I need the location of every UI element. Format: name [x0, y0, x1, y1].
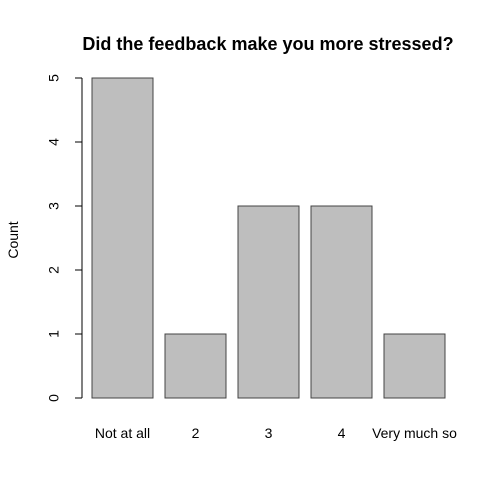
y-tick-label: 0	[46, 394, 62, 402]
x-category-label: 3	[265, 425, 273, 441]
bar-5	[383, 333, 446, 399]
x-category-label: Not at all	[95, 425, 150, 441]
y-tick-label: 2	[46, 266, 62, 274]
y-axis: 0 1 2 3 4 5	[46, 74, 83, 402]
bars-group	[91, 77, 446, 399]
y-tick-label: 3	[46, 202, 62, 210]
y-axis-label: Count	[5, 221, 21, 258]
x-category-label: Very much so	[372, 425, 457, 441]
bar-3	[237, 205, 300, 399]
bar-4	[310, 205, 373, 399]
y-tick-label: 4	[46, 138, 62, 146]
y-tick-label: 1	[46, 330, 62, 338]
bar-2	[164, 333, 227, 399]
x-category-label: 4	[338, 425, 346, 441]
chart-title: Did the feedback make you more stressed?	[82, 34, 453, 54]
x-axis-labels: Not at all 2 3 4 Very much so	[95, 425, 457, 441]
x-category-label: 2	[192, 425, 200, 441]
y-tick-label: 5	[46, 74, 62, 82]
bar-1	[91, 77, 154, 399]
